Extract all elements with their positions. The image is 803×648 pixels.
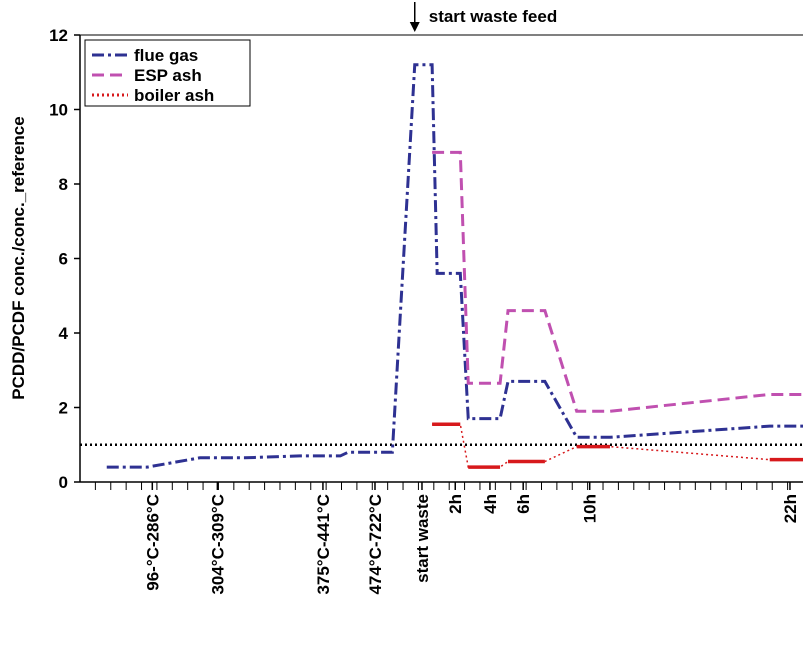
y-tick-label: 0 — [59, 473, 68, 492]
x-tick-label: 375°C-441°C — [314, 494, 333, 595]
annotation: start waste feed — [429, 7, 558, 26]
x-tick-label: 4h — [481, 494, 500, 514]
x-tick-label: 304°C-309°C — [208, 494, 227, 595]
x-tick-label: 474°C-722°C — [366, 494, 385, 595]
x-tick-label: 10h — [581, 494, 600, 523]
y-tick-label: 8 — [59, 175, 68, 194]
series-line — [432, 423, 803, 468]
x-tick-label: 6h — [514, 494, 533, 514]
y-axis-label: PCDD/PCDF conc./conc._reference — [9, 116, 28, 399]
annotation-arrowhead — [409, 22, 420, 32]
legend-label: flue gas — [134, 46, 198, 65]
y-tick-label: 10 — [49, 101, 68, 120]
x-tick-label: 22h — [781, 494, 800, 523]
legend-label: ESP ash — [134, 66, 202, 85]
y-tick-label: 12 — [49, 26, 68, 45]
x-tick-label: 2h — [446, 494, 465, 514]
y-tick-label: 6 — [59, 250, 68, 269]
x-tick-label: start waste — [413, 494, 432, 583]
y-tick-label: 2 — [59, 399, 68, 418]
legend-label: boiler ash — [134, 86, 214, 105]
y-tick-label: 4 — [59, 324, 69, 343]
x-tick-label: 96-°C-286°C — [143, 494, 162, 591]
series-line — [106, 63, 803, 469]
series-line — [432, 150, 803, 413]
